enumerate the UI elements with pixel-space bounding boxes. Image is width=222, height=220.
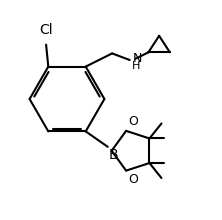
Text: H: H [132,61,141,71]
Text: O: O [128,173,138,186]
Text: B: B [109,148,118,162]
Text: N: N [132,52,142,65]
Text: Cl: Cl [39,23,53,37]
Text: O: O [128,115,138,128]
